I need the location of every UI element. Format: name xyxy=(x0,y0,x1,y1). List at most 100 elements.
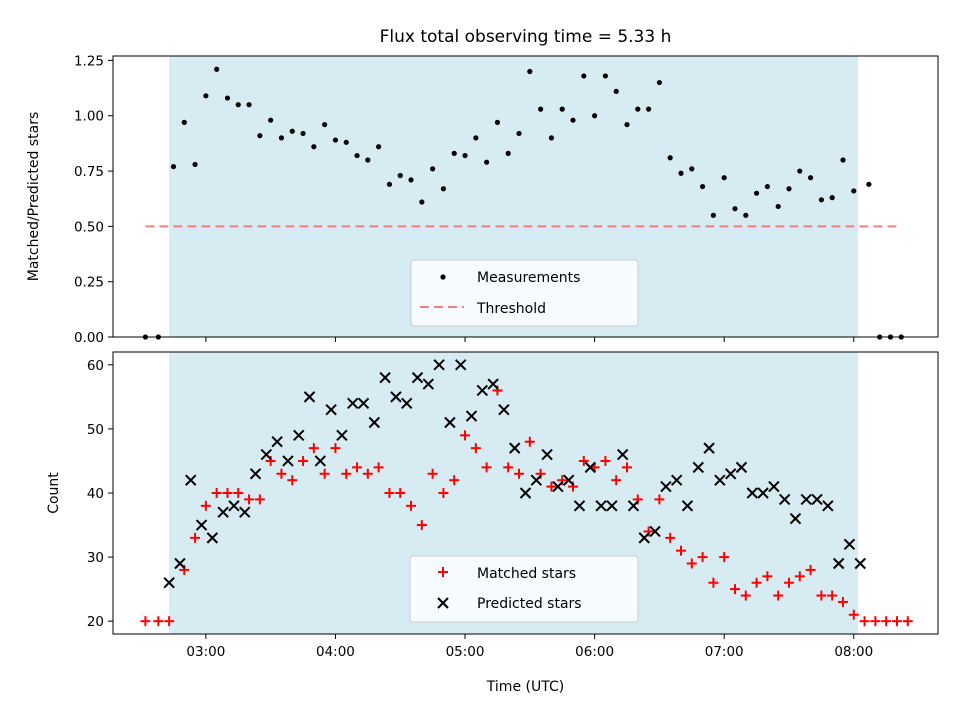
matched-star-point xyxy=(330,443,341,454)
predicted-star-stroke xyxy=(487,378,499,390)
measurement-point xyxy=(473,135,479,141)
predicted-star-stroke xyxy=(616,448,629,461)
predicted-star-stroke xyxy=(811,493,823,506)
measurement-point xyxy=(581,73,587,79)
measurement-point xyxy=(710,212,716,218)
measurement-point xyxy=(376,144,382,150)
measurement-point xyxy=(203,93,209,99)
bottom-legend: Matched stars Predicted stars xyxy=(409,555,639,623)
measurement-point xyxy=(667,155,673,161)
predicted-star-stroke xyxy=(606,500,618,512)
predicted-star-stroke xyxy=(562,474,575,486)
measurement-point xyxy=(797,168,803,174)
bottom-xtick-label: 08:00 xyxy=(834,644,873,660)
measurement-point xyxy=(505,150,511,156)
predicted-star-point xyxy=(433,359,445,371)
predicted-star-stroke xyxy=(573,500,586,512)
predicted-star-point xyxy=(163,577,175,589)
predicted-star-point xyxy=(681,500,694,512)
bottom-ytick-label: 40 xyxy=(87,486,104,502)
matched-star-point xyxy=(470,443,481,454)
measurement-point xyxy=(300,130,306,137)
predicted-star-stroke xyxy=(303,391,316,403)
matched-star-point xyxy=(211,488,222,498)
predicted-star-stroke xyxy=(800,493,812,506)
predicted-star-point xyxy=(336,429,348,442)
measurement-point xyxy=(527,68,533,75)
measurement-point xyxy=(181,119,187,125)
matched-star-point xyxy=(352,462,363,473)
matched-star-point xyxy=(622,462,633,473)
measurement-point xyxy=(246,102,252,108)
measurement-point xyxy=(732,206,738,212)
measurement-point xyxy=(635,106,641,112)
top-ytick-label: 0.50 xyxy=(74,219,104,235)
predicted-star-point xyxy=(854,557,866,570)
predicted-star-stroke xyxy=(584,461,596,474)
matched-star-point xyxy=(870,616,881,627)
predicted-star-stroke xyxy=(530,474,543,486)
predicted-star-stroke xyxy=(649,525,661,538)
predicted-star-point xyxy=(347,397,359,409)
predicted-star-point xyxy=(606,500,618,512)
matched-star-point xyxy=(794,571,805,582)
matched-star-point xyxy=(578,455,589,466)
top-panel: 0.00 0.25 0.50 0.75 1.00 1.25 Flux total obse… xyxy=(26,27,939,346)
matched-star-point xyxy=(341,468,352,479)
predicted-star-stroke xyxy=(390,391,402,403)
measurement-point xyxy=(451,150,457,156)
predicted-star-point xyxy=(843,538,856,550)
predicted-star-point xyxy=(206,532,219,544)
measurement-point xyxy=(462,152,468,159)
predicted-star-stroke xyxy=(401,397,413,409)
predicted-star-point xyxy=(735,461,748,474)
predicted-star-point xyxy=(271,436,283,448)
predicted-star-point xyxy=(174,557,186,570)
legend-matched-marker xyxy=(438,567,448,577)
predicted-star-stroke xyxy=(681,500,694,512)
predicted-star-point xyxy=(282,455,294,467)
matched-star-point xyxy=(665,532,676,543)
matched-star-point xyxy=(902,616,913,627)
predicted-star-point xyxy=(260,448,273,461)
predicted-star-stroke xyxy=(627,500,640,512)
measurement-point xyxy=(354,152,360,159)
matched-star-point xyxy=(546,481,557,492)
measurement-point xyxy=(516,130,522,137)
legend-measurements-label: Measurements xyxy=(477,270,580,286)
predicted-star-stroke xyxy=(411,371,424,384)
matched-star-point xyxy=(481,462,492,473)
predicted-star-point xyxy=(616,448,629,461)
matched-star-point xyxy=(740,590,751,601)
predicted-star-stroke xyxy=(163,577,175,589)
bottom-xtick-label: 04:00 xyxy=(316,644,355,660)
bottom-xtick-label: 05:00 xyxy=(446,644,485,660)
predicted-star-point xyxy=(487,378,499,390)
matched-star-point xyxy=(244,494,255,505)
predicted-star-stroke xyxy=(692,461,704,474)
matched-star-point xyxy=(190,532,201,543)
top-x-ticks xyxy=(205,337,855,342)
matched-star-point xyxy=(153,616,164,627)
predicted-star-point xyxy=(692,461,704,474)
measurement-point xyxy=(764,183,770,190)
legend-measurements-marker xyxy=(440,274,446,280)
predicted-star-stroke xyxy=(768,480,780,493)
measurement-point xyxy=(786,186,792,192)
predicted-star-stroke xyxy=(541,448,553,461)
predicted-star-point xyxy=(368,416,381,429)
predicted-star-point xyxy=(638,532,650,544)
predicted-star-stroke xyxy=(357,397,370,409)
measurement-point xyxy=(678,170,684,176)
predicted-star-stroke xyxy=(789,512,802,525)
matched-star-point xyxy=(600,455,611,466)
predicted-star-point xyxy=(422,378,435,390)
measurement-point xyxy=(548,135,555,141)
matched-star-point xyxy=(837,596,848,607)
matched-star-point xyxy=(319,468,330,479)
matched-star-point xyxy=(460,430,471,441)
measurement-point xyxy=(866,181,872,187)
matched-star-point xyxy=(276,468,287,479)
predicted-star-point xyxy=(465,410,478,422)
predicted-star-stroke xyxy=(746,487,758,499)
